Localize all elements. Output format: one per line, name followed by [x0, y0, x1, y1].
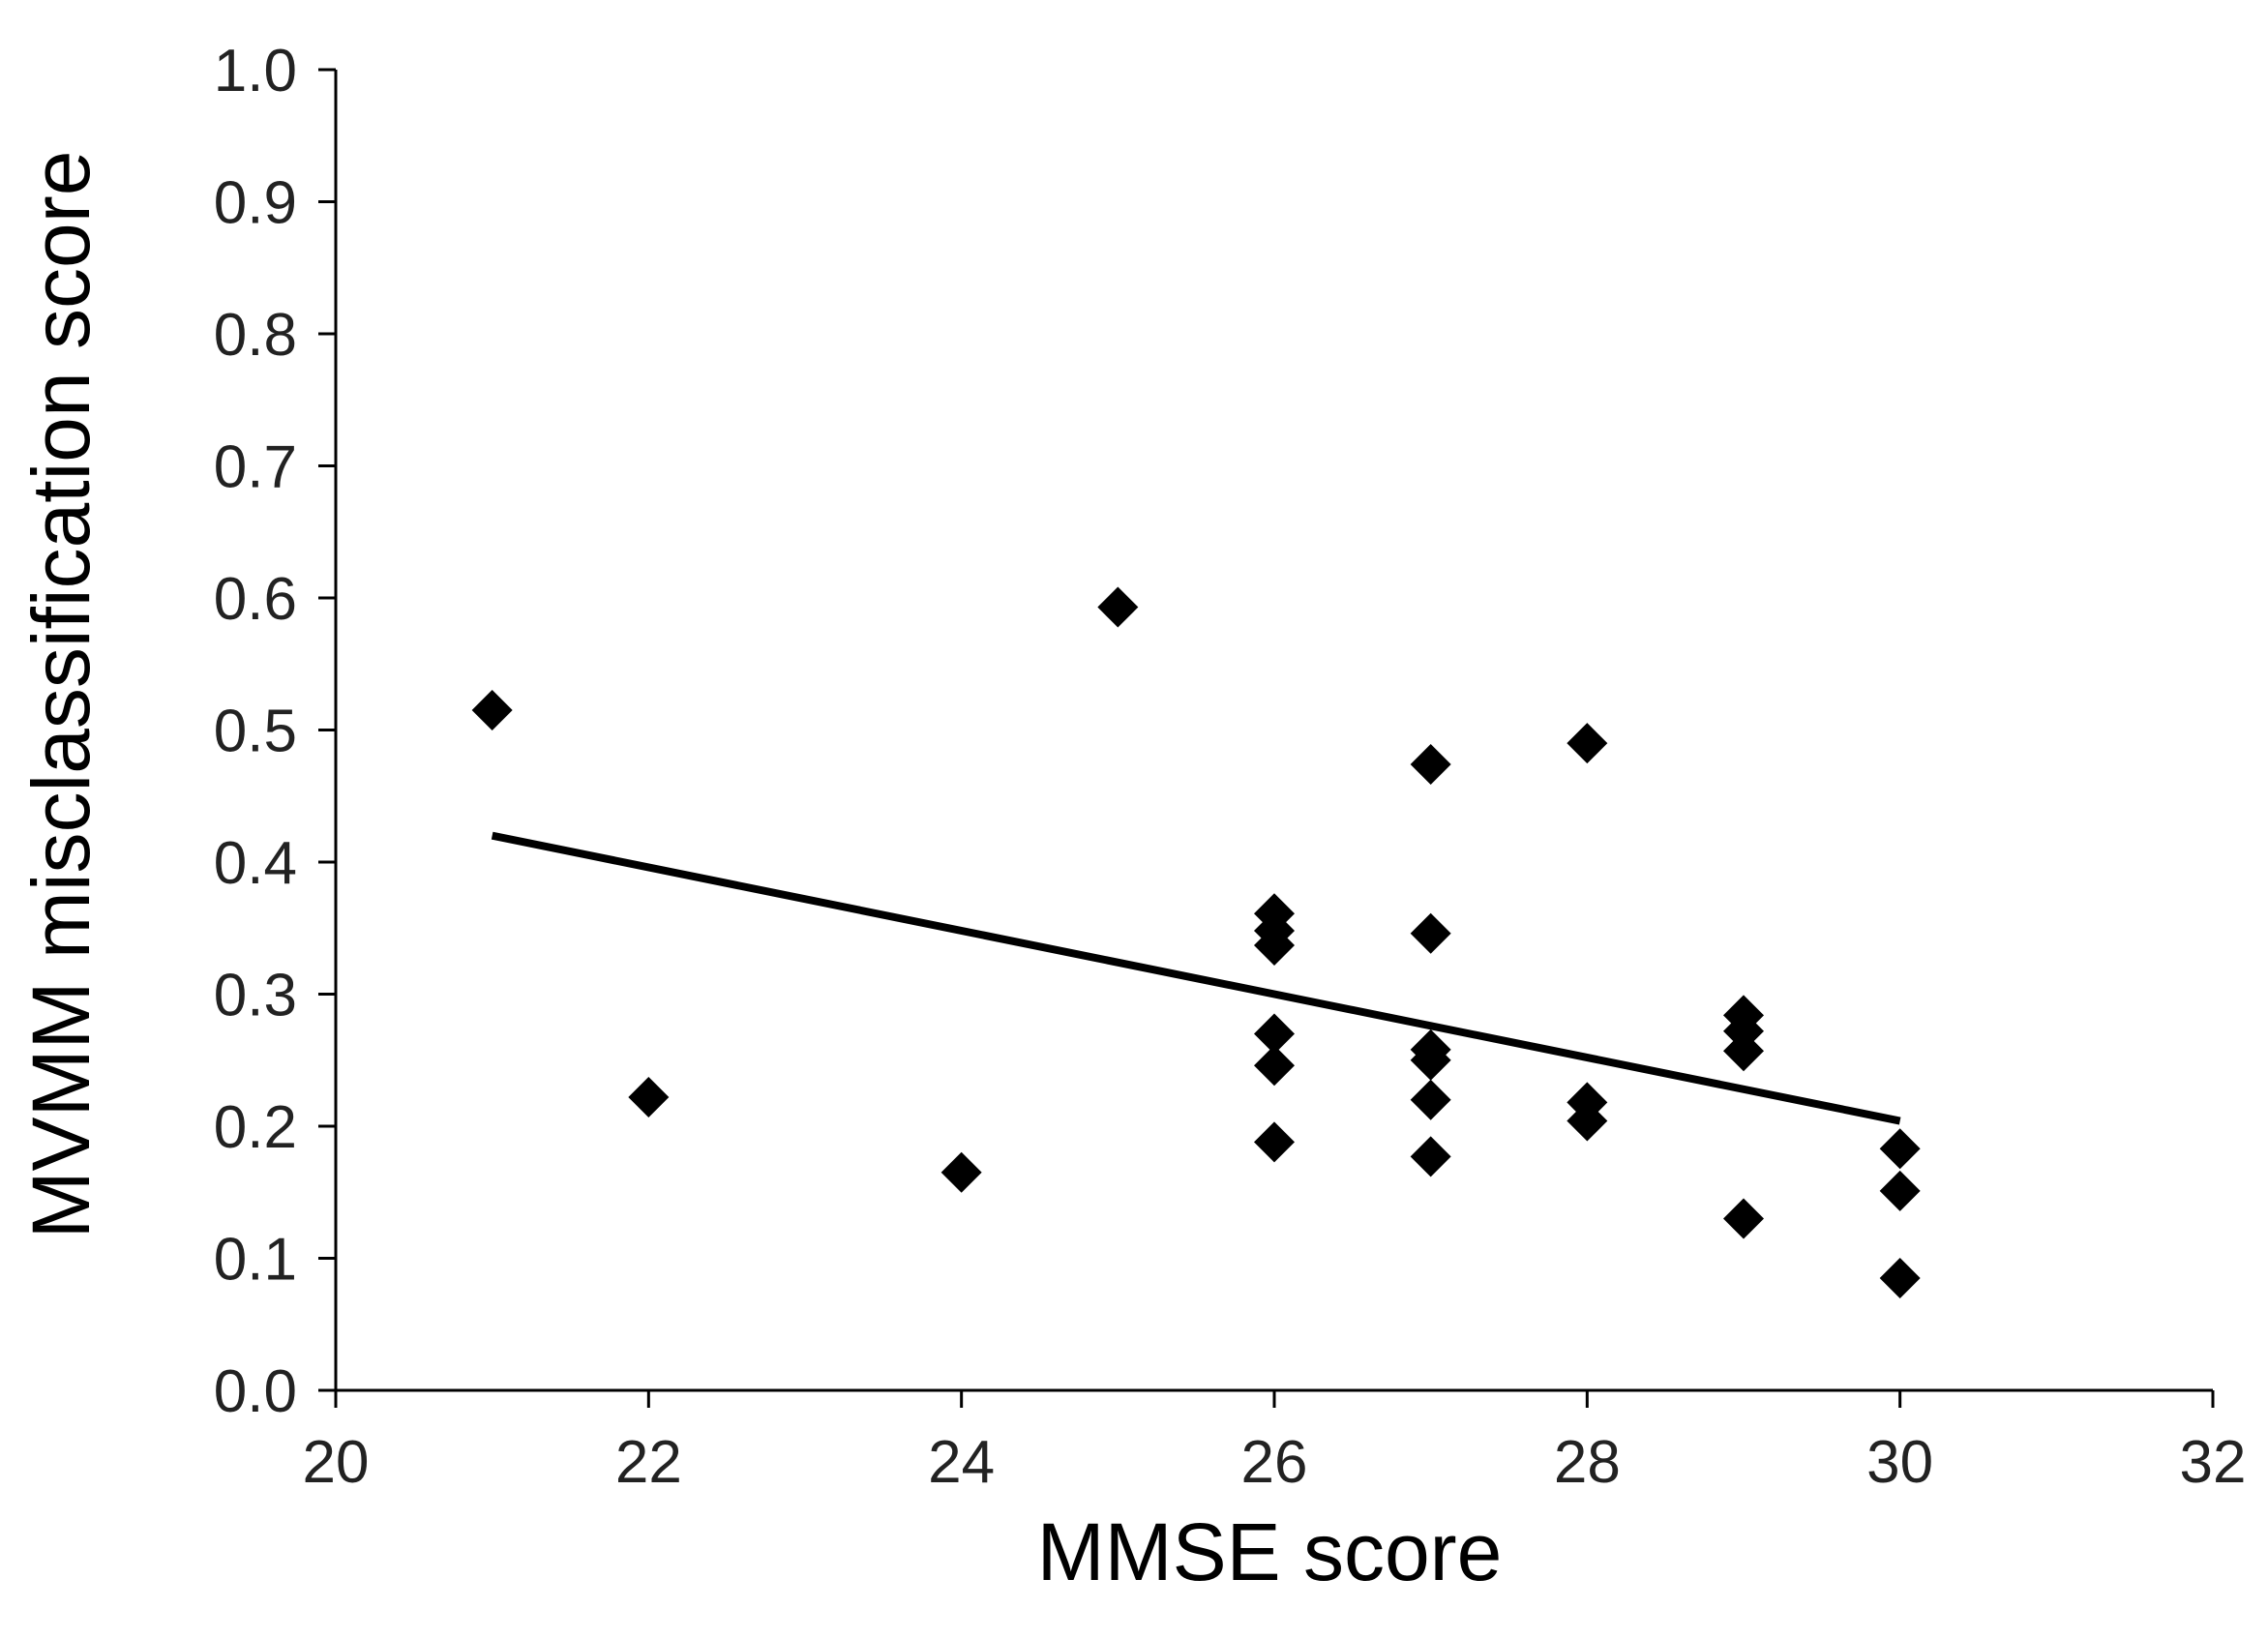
data-point-diamond [1879, 1128, 1921, 1170]
data-point-diamond [1410, 1039, 1451, 1081]
y-tick-label: 0.3 [214, 963, 297, 1029]
tick-labels: 0.0 0.1 0.2 0.3 0.4 0.5 0.6 0.7 0.8 0.9 1.0 20 22 24 2… [214, 38, 2247, 1496]
y-tick-label: 0.6 [214, 566, 297, 633]
y-tick-label: 0.8 [214, 302, 297, 369]
data-point-diamond [1723, 1030, 1764, 1072]
x-axis-title: MMSE score [1037, 1506, 1503, 1597]
data-point-diamond [1879, 1257, 1921, 1298]
axes [318, 68, 2215, 1408]
data-point-diamond [1410, 1079, 1451, 1120]
x-tick-label: 32 [2180, 1429, 2247, 1496]
data-point-diamond [1410, 912, 1451, 954]
data-point-diamond [1723, 1198, 1764, 1239]
y-tick-label: 0.2 [214, 1094, 297, 1161]
y-tick-label: 0.5 [214, 699, 297, 765]
data-point-diamond [1254, 1045, 1295, 1087]
y-tick-label: 1.0 [214, 38, 297, 104]
data-point-diamond [1410, 1136, 1451, 1177]
y-tick-label: 0.0 [214, 1358, 297, 1425]
x-tick-label: 26 [1241, 1429, 1308, 1496]
x-tick-label: 22 [615, 1429, 682, 1496]
data-point-diamond [1567, 1100, 1608, 1142]
data-point-diamond [1097, 586, 1139, 628]
data-points [471, 586, 1921, 1298]
data-point-diamond [940, 1151, 982, 1193]
data-point-diamond [1879, 1170, 1921, 1211]
y-tick-label: 0.9 [214, 170, 297, 237]
y-tick-label: 0.1 [214, 1227, 297, 1294]
trendline-group [491, 831, 1901, 1125]
data-point-diamond [471, 690, 513, 731]
x-tick-label: 24 [928, 1429, 995, 1496]
trendline [491, 831, 1901, 1125]
x-tick-label: 30 [1866, 1429, 1933, 1496]
y-tick-label: 0.7 [214, 434, 297, 501]
data-point-diamond [1254, 924, 1295, 966]
data-point-diamond [1410, 743, 1451, 785]
data-point-diamond [1254, 1013, 1295, 1055]
x-tick-label: 20 [303, 1429, 370, 1496]
data-point-diamond [1567, 723, 1608, 764]
data-point-diamond [628, 1076, 670, 1118]
y-axis-title: MVMM misclassification score [15, 151, 106, 1239]
x-tick-label: 28 [1554, 1429, 1621, 1496]
y-tick-label: 0.4 [214, 830, 297, 897]
data-point-diamond [1254, 1121, 1295, 1163]
